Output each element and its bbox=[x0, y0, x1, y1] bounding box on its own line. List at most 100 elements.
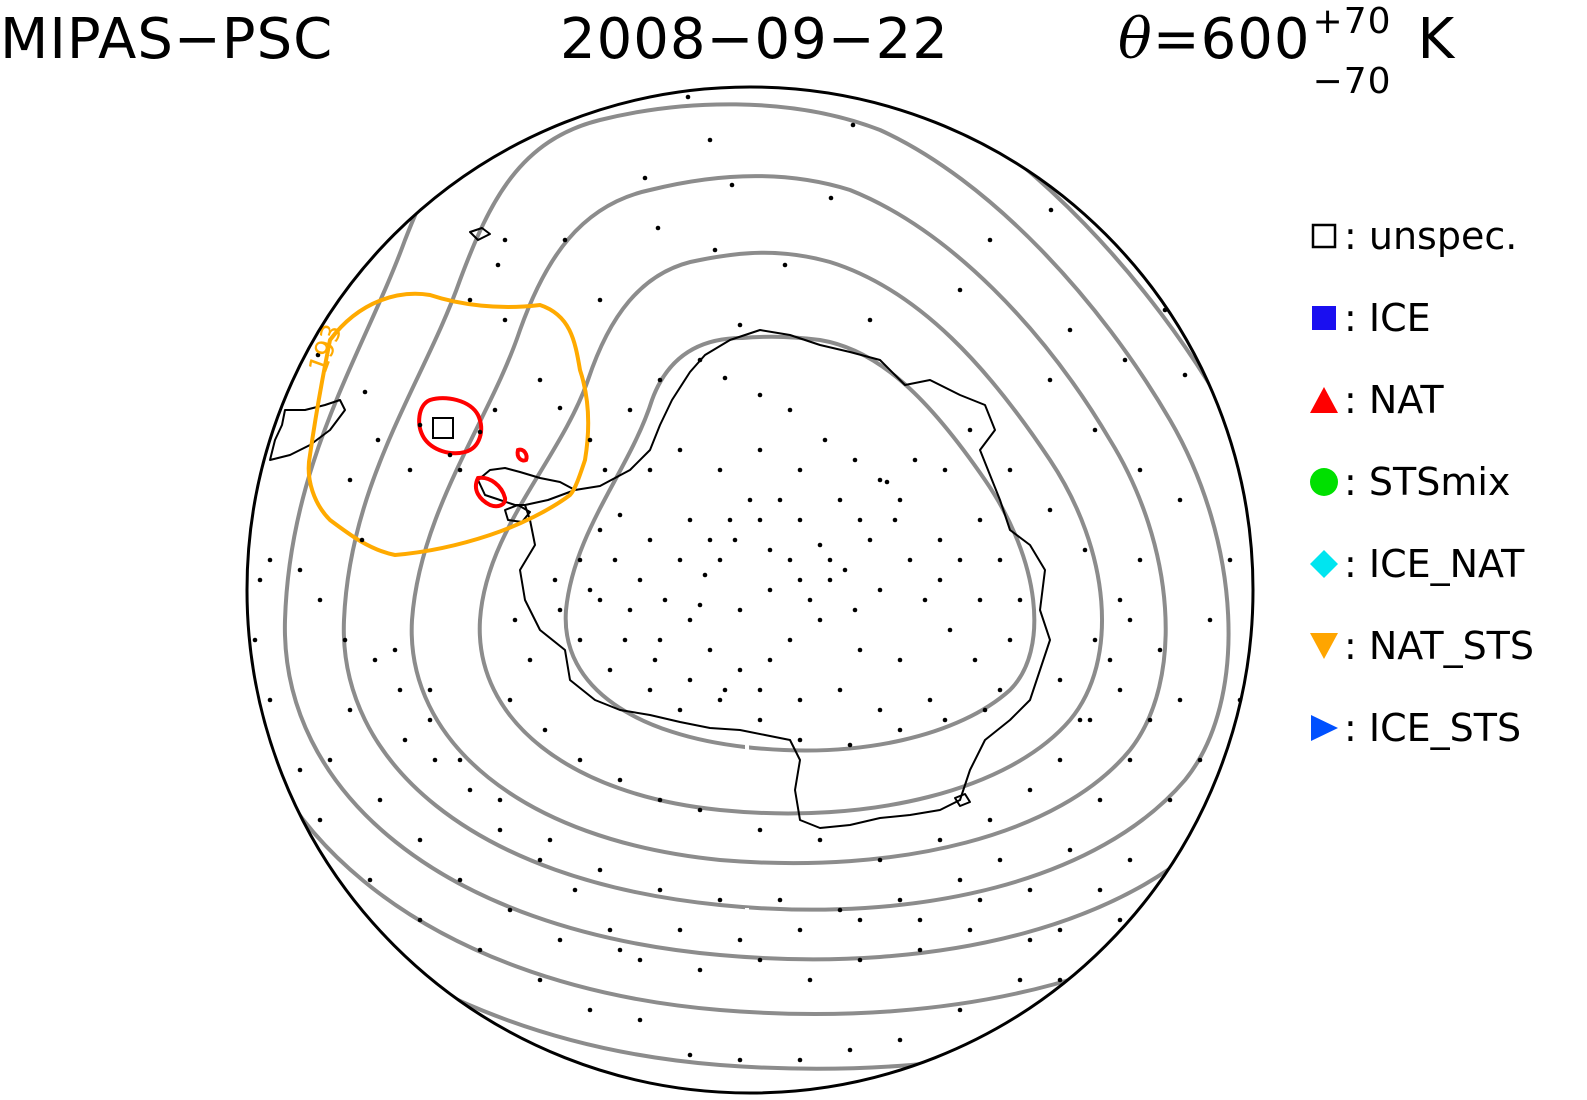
measurement-dot bbox=[677, 447, 683, 453]
measurement-dot bbox=[492, 407, 498, 413]
measurement-dot bbox=[797, 697, 803, 703]
measurement-dot bbox=[607, 927, 613, 933]
measurement-dot bbox=[897, 497, 903, 503]
measurement-dot bbox=[797, 467, 803, 473]
measurement-dot bbox=[857, 917, 863, 923]
measurement-dot bbox=[655, 225, 661, 231]
measurement-dot bbox=[937, 837, 943, 843]
measurement-dot bbox=[562, 237, 568, 243]
measurement-dot bbox=[972, 657, 978, 663]
measurement-dot bbox=[722, 687, 728, 693]
measurement-dot bbox=[477, 429, 483, 435]
measurement-dot bbox=[877, 857, 883, 863]
instrument-title: MIPAS−PSC bbox=[0, 7, 334, 72]
measurement-dot bbox=[507, 697, 513, 703]
date-title: 2008−09−22 bbox=[560, 7, 949, 72]
measurement-dot bbox=[407, 467, 413, 473]
measurement-dot bbox=[757, 392, 763, 398]
measurement-dot bbox=[377, 797, 383, 803]
measurement-dot bbox=[1137, 467, 1143, 473]
measurement-dot bbox=[852, 607, 858, 613]
measurement-dot bbox=[537, 377, 543, 383]
measurement-dot bbox=[375, 437, 381, 443]
measurement-dot bbox=[597, 597, 603, 603]
legend-item: : ICE_NAT bbox=[1308, 523, 1534, 605]
measurement-dot bbox=[577, 557, 583, 563]
measurement-dot bbox=[457, 877, 463, 883]
measurement-dot bbox=[817, 617, 823, 623]
measurement-dot bbox=[367, 877, 373, 883]
measurement-dot bbox=[1007, 467, 1013, 473]
measurement-dot bbox=[729, 182, 735, 188]
measurement-dot bbox=[787, 637, 793, 643]
measurement-dot bbox=[977, 517, 983, 523]
red-contour-2 bbox=[473, 475, 508, 509]
measurement-dot bbox=[627, 407, 633, 413]
red-contour-1 bbox=[417, 396, 484, 456]
measurement-dot bbox=[797, 737, 803, 743]
measurement-dot bbox=[828, 195, 834, 201]
measurement-dot bbox=[677, 927, 683, 933]
measurement-dot bbox=[877, 477, 883, 483]
measurement-dot bbox=[572, 887, 578, 893]
measurement-dot bbox=[897, 727, 903, 733]
legend-item: : STSmix bbox=[1308, 441, 1534, 523]
measurement-dot bbox=[1137, 557, 1143, 563]
measurement-dot bbox=[297, 567, 303, 573]
measurement-dot bbox=[917, 947, 923, 953]
measurement-dot bbox=[417, 837, 423, 843]
measurement-dot bbox=[587, 587, 593, 593]
measurement-dot bbox=[257, 577, 263, 583]
measurement-dot bbox=[757, 517, 763, 523]
measurement-dot bbox=[267, 697, 273, 703]
measurement-dot bbox=[1087, 717, 1093, 723]
measurement-dot bbox=[767, 547, 773, 553]
measurement-dot bbox=[1107, 657, 1113, 663]
measurement-dot bbox=[707, 137, 713, 143]
measurement-dot bbox=[512, 617, 518, 623]
theta-value: =600 bbox=[1152, 7, 1311, 72]
measurement-dot bbox=[557, 937, 563, 943]
measurement-dot bbox=[1147, 717, 1153, 723]
measurement-dot bbox=[637, 1017, 643, 1023]
measurement-dot bbox=[867, 317, 873, 323]
red-contour-3 bbox=[515, 447, 529, 463]
measurement-dot bbox=[457, 757, 463, 763]
gray-contour-1 bbox=[563, 334, 1037, 753]
measurement-dot bbox=[837, 497, 843, 503]
measurement-dot bbox=[507, 907, 513, 913]
measurement-dot bbox=[627, 607, 633, 613]
measurement-dot bbox=[372, 657, 378, 663]
measurement-dot bbox=[737, 937, 743, 943]
measurement-dot bbox=[787, 407, 793, 413]
measurement-dot bbox=[922, 597, 928, 603]
legend-label: : unspec. bbox=[1344, 214, 1518, 258]
measurement-dot bbox=[327, 757, 333, 763]
measurement-dot bbox=[852, 457, 858, 463]
measurement-dot bbox=[677, 707, 683, 713]
measurement-dot bbox=[1247, 427, 1253, 433]
measurement-dot bbox=[1117, 917, 1123, 923]
measurement-dot bbox=[767, 657, 773, 663]
measurement-dot bbox=[737, 667, 743, 673]
measurement-dot bbox=[1157, 225, 1163, 231]
measurement-dot bbox=[697, 357, 703, 363]
measurement-dot bbox=[1177, 497, 1183, 503]
measurement-dot bbox=[1017, 597, 1023, 603]
legend-label: : ICE_NAT bbox=[1344, 542, 1525, 586]
measurement-dot bbox=[817, 837, 823, 843]
measurement-dot bbox=[317, 817, 323, 823]
measurement-dot bbox=[347, 477, 353, 483]
measurement-dot bbox=[797, 577, 803, 583]
measurement-dot bbox=[1117, 597, 1123, 603]
measurement-dot bbox=[807, 597, 813, 603]
measurement-dot bbox=[977, 897, 983, 903]
triangle-up-icon bbox=[1310, 387, 1338, 413]
measurement-dot bbox=[777, 497, 783, 503]
measurement-dot bbox=[362, 389, 368, 395]
coastline bbox=[269, 227, 1051, 829]
measurement-dot bbox=[1017, 977, 1023, 983]
measurement-dot bbox=[797, 517, 803, 523]
measurement-dot bbox=[997, 687, 1003, 693]
measurement-dot bbox=[537, 857, 543, 863]
